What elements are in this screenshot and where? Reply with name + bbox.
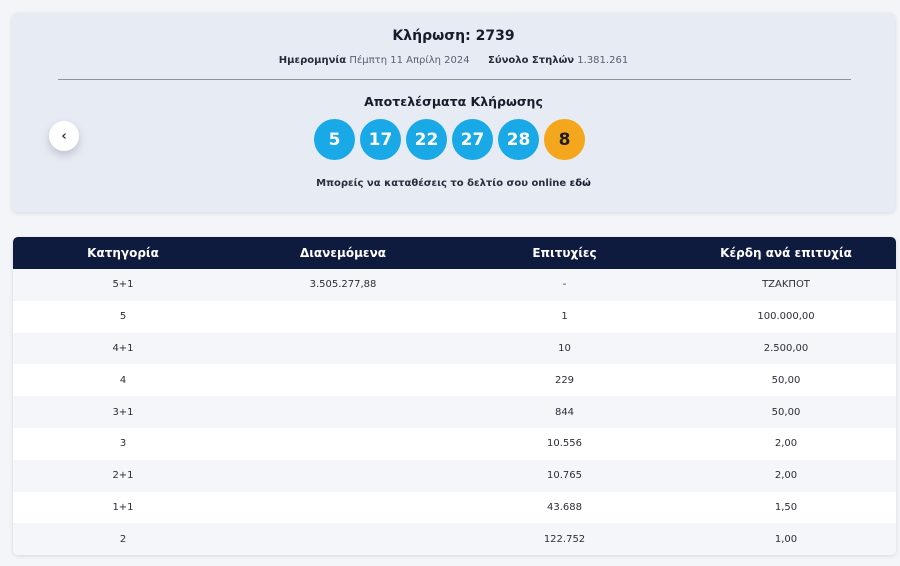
cell-distributed	[233, 428, 453, 460]
cell-category: 1+1	[112, 501, 134, 513]
cell-distributed	[233, 523, 453, 555]
number-ball: 28	[498, 119, 539, 160]
results-title: Αποτελέσματα Κλήρωσης	[364, 94, 543, 109]
number-ball: 27	[452, 119, 493, 160]
number-ball: 17	[360, 119, 401, 160]
date-label: Ημερομηνία	[278, 55, 347, 66]
cell-prize: 2,00	[774, 470, 798, 482]
draw-meta: Ημερομηνία Πέμπτη 11 Απρίλη 2024 Σύνολο …	[12, 55, 895, 66]
table-row: 4 229 50,00	[13, 364, 896, 397]
table-row: 3 10.556 2,00	[13, 427, 896, 460]
table-header-row: Κατηγορία Διανεμόμενα Επιτυχίες Κέρδη αν…	[13, 237, 896, 269]
cell-distributed	[233, 460, 453, 492]
cell-winners: 10.765	[547, 470, 582, 482]
cell-winners: 10	[558, 342, 571, 354]
online-note: Μπορείς να καταθέσεις το δελτίο σου onli…	[12, 178, 895, 189]
table-row: 4+1 10 2.500,00	[13, 332, 896, 365]
cell-category: 2	[119, 533, 127, 545]
cell-category: 4	[119, 374, 127, 386]
draw-card: Κλήρωση: 2739 Ημερομηνία Πέμπτη 11 Απρίλ…	[12, 13, 895, 212]
cell-category: 2+1	[112, 470, 134, 482]
prize-table-card: Κατηγορία Διανεμόμενα Επιτυχίες Κέρδη αν…	[13, 237, 896, 555]
cell-winners: 844	[554, 406, 575, 418]
cell-prize: 100.000,00	[757, 311, 815, 323]
previous-draw-button[interactable]: ‹	[49, 121, 79, 151]
online-link[interactable]: εδώ	[569, 178, 591, 189]
chevron-left-icon: ‹	[61, 128, 67, 144]
cell-prize: 50,00	[771, 374, 801, 386]
number-ball: 22	[406, 119, 447, 160]
cell-winners: 1	[561, 311, 568, 323]
header-prize-per-winner: Κέρδη ανά επιτυχία	[720, 246, 852, 260]
cell-prize: 50,00	[771, 406, 801, 418]
table-row: 5+1 3.505.277,88 - ΤΖΑΚΠΟΤ	[13, 269, 896, 301]
drawn-numbers: 5 17 22 27 28 8	[314, 119, 585, 160]
table-row: 2 122.752 1,00	[13, 523, 896, 555]
cell-category: 4+1	[112, 342, 134, 354]
cell-category: 5	[119, 311, 127, 323]
header-winners: Επιτυχίες	[532, 246, 597, 260]
header-category: Κατηγορία	[87, 246, 159, 260]
table-row: 1+1 43.688 1,50	[13, 491, 896, 524]
cell-distributed	[233, 333, 453, 365]
cell-winners: 229	[554, 374, 575, 386]
cell-category: 3	[119, 438, 127, 450]
cell-prize: 2.500,00	[763, 342, 809, 354]
table-row: 3+1 844 50,00	[13, 396, 896, 428]
date-value: Πέμπτη 11 Απρίλη 2024	[349, 55, 470, 66]
divider	[58, 79, 851, 80]
header-distributed: Διανεμόμενα	[299, 246, 387, 260]
cell-distributed	[233, 364, 453, 396]
cell-winners: 10.556	[547, 438, 582, 450]
bonus-ball: 8	[544, 119, 585, 160]
columns-value: 1.381.261	[577, 55, 629, 66]
cell-distributed: 3.505.277,88	[309, 279, 377, 291]
columns-label: Σύνολο Στηλών	[487, 55, 575, 66]
cell-category: 5+1	[112, 279, 134, 291]
cell-winners: -	[562, 279, 567, 291]
cell-category: 3+1	[112, 406, 134, 418]
online-text: Μπορείς να καταθέσεις το δελτίο σου onli…	[316, 178, 567, 189]
cell-prize: 1,00	[774, 533, 798, 545]
cell-winners: 43.688	[547, 501, 582, 513]
cell-distributed	[233, 396, 453, 428]
table-row: 5 1 100.000,00	[13, 300, 896, 333]
draw-title: Κλήρωση: 2739	[392, 28, 515, 44]
cell-prize: 1,50	[774, 501, 798, 513]
cell-winners: 122.752	[543, 533, 586, 545]
prize-table: Κατηγορία Διανεμόμενα Επιτυχίες Κέρδη αν…	[13, 237, 896, 555]
cell-prize: ΤΖΑΚΠΟΤ	[762, 279, 810, 291]
cell-distributed	[233, 492, 453, 524]
cell-prize: 2,00	[774, 438, 798, 450]
number-ball: 5	[314, 119, 355, 160]
cell-distributed	[233, 301, 453, 333]
table-row: 2+1 10.765 2,00	[13, 459, 896, 492]
